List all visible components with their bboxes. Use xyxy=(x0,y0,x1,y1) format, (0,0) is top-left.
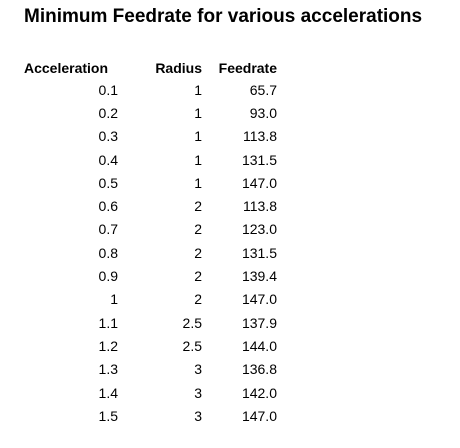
cell-radius: 3 xyxy=(194,361,202,378)
table-row: 0.2 1 93.0 xyxy=(24,101,277,124)
cell-feedrate: 147.0 xyxy=(241,291,277,308)
cell-radius: 2 xyxy=(194,291,202,308)
table-row: 0.9 2 139.4 xyxy=(24,264,277,287)
cell-feedrate: 65.7 xyxy=(249,81,277,98)
cell-acceleration: 0.2 xyxy=(98,104,118,121)
cell-radius: 1 xyxy=(194,151,202,168)
cell-radius: 2 xyxy=(194,244,202,261)
cell-acceleration: 0.8 xyxy=(98,244,118,261)
cell-radius: 2.5 xyxy=(182,314,202,331)
table-row: 0.5 1 147.0 xyxy=(24,171,277,194)
cell-acceleration: 1.1 xyxy=(98,314,118,331)
cell-radius: 3 xyxy=(194,384,202,401)
cell-radius: 3 xyxy=(194,407,202,424)
cell-acceleration: 0.7 xyxy=(98,221,118,238)
cell-feedrate: 139.4 xyxy=(241,268,277,285)
table-row: 1.3 3 136.8 xyxy=(24,358,277,381)
table-row: 0.4 1 131.5 xyxy=(24,148,277,171)
feedrate-table: Acceleration Radius Feedrate 0.1 1 65.7 … xyxy=(24,58,277,427)
cell-feedrate: 113.8 xyxy=(243,198,277,215)
table-row: 1.2 2.5 144.0 xyxy=(24,334,277,357)
cell-feedrate: 147.0 xyxy=(241,174,277,191)
cell-feedrate: 113.8 xyxy=(243,128,277,145)
cell-acceleration: 1.4 xyxy=(98,384,118,401)
cell-feedrate: 123.0 xyxy=(241,221,277,238)
cell-acceleration: 0.9 xyxy=(98,268,118,285)
cell-radius: 1 xyxy=(194,128,202,145)
table-row: 0.3 1 113.8 xyxy=(24,125,277,148)
table-row: 0.6 2 113.8 xyxy=(24,194,277,217)
cell-feedrate: 131.5 xyxy=(241,244,277,261)
cell-feedrate: 147.0 xyxy=(241,407,277,424)
cell-acceleration: 1 xyxy=(110,291,118,308)
table-row: 1.5 3 147.0 xyxy=(24,404,277,427)
cell-radius: 1 xyxy=(194,81,202,98)
cell-radius: 2 xyxy=(194,221,202,238)
cell-radius: 2.5 xyxy=(182,337,202,354)
table-header-row: Acceleration Radius Feedrate xyxy=(24,58,277,78)
cell-feedrate: 93.0 xyxy=(249,104,277,121)
cell-acceleration: 1.2 xyxy=(98,337,118,354)
cell-acceleration: 0.5 xyxy=(98,174,118,191)
cell-radius: 2 xyxy=(194,268,202,285)
cell-acceleration: 0.1 xyxy=(98,81,118,98)
header-feedrate: Feedrate xyxy=(218,60,277,76)
cell-feedrate: 131.5 xyxy=(241,151,277,168)
cell-radius: 1 xyxy=(194,174,202,191)
cell-acceleration: 0.3 xyxy=(98,128,118,145)
cell-acceleration: 1.3 xyxy=(98,361,118,378)
table-row: 1.4 3 142.0 xyxy=(24,381,277,404)
cell-radius: 2 xyxy=(194,198,202,215)
table-row: 1.1 2.5 137.9 xyxy=(24,311,277,334)
cell-feedrate: 144.0 xyxy=(241,337,277,354)
cell-feedrate: 137.9 xyxy=(241,314,277,331)
table-row: 1 2 147.0 xyxy=(24,288,277,311)
header-acceleration: Acceleration xyxy=(24,60,109,76)
cell-feedrate: 136.8 xyxy=(241,361,277,378)
cell-acceleration: 1.5 xyxy=(98,407,118,424)
table-row: 0.1 1 65.7 xyxy=(24,78,277,101)
table-row: 0.7 2 123.0 xyxy=(24,218,277,241)
cell-feedrate: 142.0 xyxy=(241,384,277,401)
cell-acceleration: 0.4 xyxy=(98,151,118,168)
cell-radius: 1 xyxy=(194,104,202,121)
cell-acceleration: 0.6 xyxy=(98,198,118,215)
table-row: 0.8 2 131.5 xyxy=(24,241,277,264)
header-radius: Radius xyxy=(155,60,202,76)
page-title: Minimum Feedrate for various acceleratio… xyxy=(24,6,423,27)
